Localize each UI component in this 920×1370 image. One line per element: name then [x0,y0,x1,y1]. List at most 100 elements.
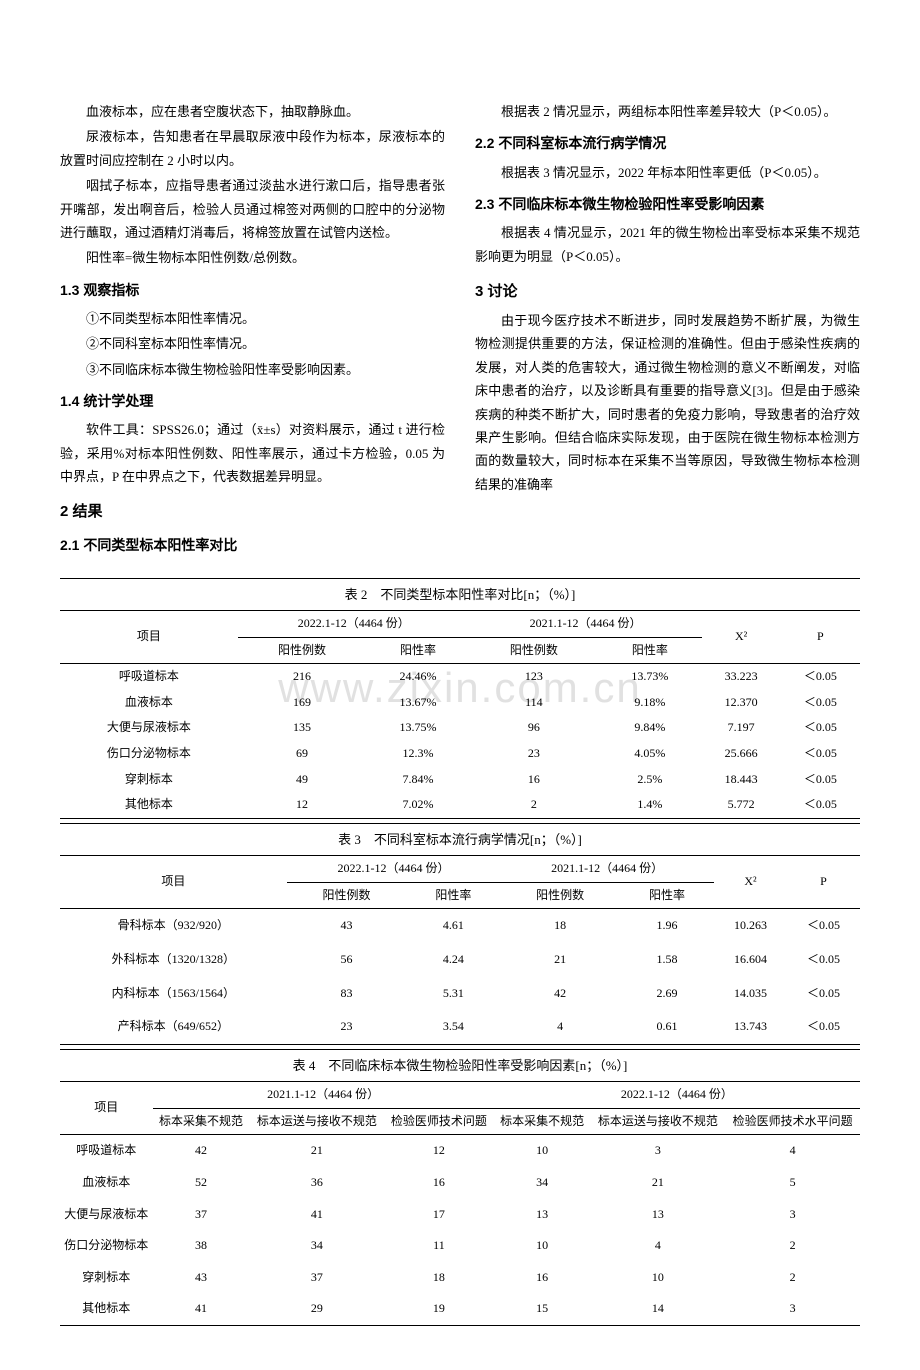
table-cell: 18 [384,1262,493,1294]
para: 由于现今医疗技术不断进步，同时发展趋势不断扩展，为微生物检测提供重要的方法，保证… [475,309,860,496]
table-cell: 41 [153,1293,250,1325]
table-cell: 12.370 [702,690,781,716]
table-cell: ＜0.05 [781,690,860,716]
table-cell: 9.84% [598,715,701,741]
table-cell: 血液标本 [60,690,238,716]
table-cell: 37 [153,1199,250,1231]
table-cell: ＜0.05 [781,664,860,690]
table-cell: 52 [153,1167,250,1199]
heading-2-2: 2.2 不同科室标本流行病学情况 [475,131,860,156]
table-cell: 12.3% [366,741,469,767]
table-cell: 16 [470,767,599,793]
table-cell: 14.035 [714,977,787,1011]
th-d: 标本采集不规范 [494,1108,591,1135]
table2: 项目 2022.1-12（4464 份） 2021.1-12（4464 份） X… [60,610,860,819]
table-cell: 23 [287,1010,407,1044]
table-cell: 2.5% [598,767,701,793]
th-rate: 阳性率 [366,637,469,664]
table-cell: 3 [591,1135,726,1167]
table-cell: 42 [500,977,620,1011]
table-cell: 5 [725,1167,860,1199]
table-cell: 12 [384,1135,493,1167]
table-cell: 21 [249,1135,384,1167]
table-cell: 19 [384,1293,493,1325]
table-cell: 呼吸道标本 [60,664,238,690]
table-cell: ＜0.05 [787,1010,860,1044]
para: 根据表 4 情况显示，2021 年的微生物检出率受标本采集不规范影响更为明显（P… [475,221,860,268]
table-cell: 内科标本（1563/1564） [60,977,287,1011]
table-cell: 18.443 [702,767,781,793]
th-p: P [787,856,860,909]
heading-2-3: 2.3 不同临床标本微生物检验阳性率受影响因素 [475,192,860,217]
table-cell: 42 [153,1135,250,1167]
table-cell: 4 [591,1230,726,1262]
table-cell: 14 [591,1293,726,1325]
table-cell: 34 [494,1167,591,1199]
table-cell: 13 [494,1199,591,1231]
th-x2: X² [702,611,781,664]
table-cell: 大便与尿液标本 [60,715,238,741]
table-cell: 5.31 [406,977,500,1011]
table-cell: ＜0.05 [781,767,860,793]
table-cell: 10 [591,1262,726,1294]
table-cell: 1.4% [598,792,701,818]
table4-title: 表 4 不同临床标本微生物检验阳性率受影响因素[n；（%）] [60,1049,860,1081]
table-cell: 7.197 [702,715,781,741]
table-cell: 10.263 [714,909,787,943]
th-2021: 2021.1-12（4464 份） [500,856,714,883]
th-count: 阳性例数 [500,882,620,909]
table-cell: 1.58 [620,943,714,977]
table-cell: 49 [238,767,367,793]
table3: 项目 2022.1-12（4464 份） 2021.1-12（4464 份） X… [60,855,860,1045]
table-cell: 2.69 [620,977,714,1011]
table-cell: 96 [470,715,599,741]
para: ③不同临床标本微生物检验阳性率受影响因素。 [60,358,445,381]
table-cell: 血液标本 [60,1167,153,1199]
th-a: 标本采集不规范 [153,1108,250,1135]
left-column: 血液标本，应在患者空腹状态下，抽取静脉血。 尿液标本，告知患者在早晨取尿液中段作… [60,100,445,563]
th-b: 标本运送与接收不规范 [249,1108,384,1135]
para: 血液标本，应在患者空腹状态下，抽取静脉血。 [60,100,445,123]
table-cell: 16 [494,1262,591,1294]
table-cell: 69 [238,741,367,767]
th-project: 项目 [60,611,238,664]
table-cell: ＜0.05 [787,909,860,943]
table-cell: ＜0.05 [781,741,860,767]
table-cell: 13.743 [714,1010,787,1044]
table-cell: 16.604 [714,943,787,977]
th-2022: 2022.1-12（4464 份） [238,611,470,638]
para: 软件工具：SPSS26.0；通过（x̄±s）对资料展示，通过 t 进行检验，采用… [60,418,445,488]
table-cell: 4.24 [406,943,500,977]
th-count: 阳性例数 [287,882,407,909]
table-cell: 34 [249,1230,384,1262]
para: 尿液标本，告知患者在早晨取尿液中段作为标本，尿液标本的放置时间应控制在 2 小时… [60,125,445,172]
th-p: P [781,611,860,664]
table-cell: 135 [238,715,367,741]
table-cell: 23 [470,741,599,767]
th-project: 项目 [60,1082,153,1135]
table-cell: 其他标本 [60,1293,153,1325]
table-cell: 16 [384,1167,493,1199]
table-cell: 10 [494,1230,591,1262]
table-cell: 13.75% [366,715,469,741]
th-e: 标本运送与接收不规范 [591,1108,726,1135]
table-cell: 25.666 [702,741,781,767]
th-count: 阳性例数 [238,637,367,664]
table-cell: 3 [725,1293,860,1325]
th-rate: 阳性率 [406,882,500,909]
para: ①不同类型标本阳性率情况。 [60,307,445,330]
tables-container: 表 2 不同类型标本阳性率对比[n；（%）] 项目 2022.1-12（4464… [60,578,860,1326]
table-cell: 9.18% [598,690,701,716]
para: 根据表 2 情况显示，两组标本阳性率差异较大（P＜0.05）。 [475,100,860,123]
table-cell: 13.73% [598,664,701,690]
right-column: 根据表 2 情况显示，两组标本阳性率差异较大（P＜0.05）。 2.2 不同科室… [475,100,860,563]
table-cell: 36 [249,1167,384,1199]
table-cell: 0.61 [620,1010,714,1044]
th-rate: 阳性率 [598,637,701,664]
th-2022: 2022.1-12（4464 份） [494,1082,860,1109]
th-rate: 阳性率 [620,882,714,909]
para: 根据表 3 情况显示，2022 年标本阳性率更低（P＜0.05）。 [475,161,860,184]
table-cell: 123 [470,664,599,690]
table-cell: 4 [500,1010,620,1044]
table-cell: 3 [725,1199,860,1231]
